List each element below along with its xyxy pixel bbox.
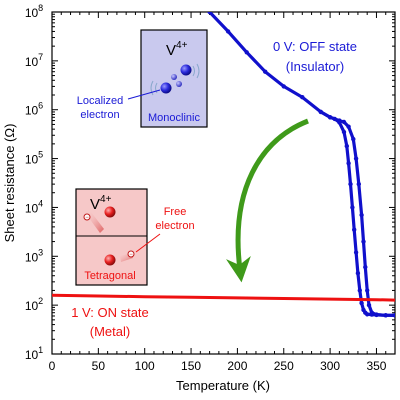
- electron-minus-glyph: −: [85, 215, 89, 221]
- y-tick-label: 107: [25, 52, 43, 69]
- series-on-state: [52, 293, 395, 302]
- x-tick-label: 0: [49, 359, 56, 373]
- data-point: [363, 264, 368, 270]
- localized-callout-label: Localized: [77, 95, 123, 107]
- data-point: [346, 124, 351, 129]
- data-point: [365, 288, 370, 293]
- plot-area: [51, 11, 396, 355]
- vibration-lines: [192, 63, 200, 79]
- free-electron-trail: [86, 212, 104, 233]
- off-state-label: 0 V: OFF state: [273, 39, 357, 54]
- tetragonal-ion-label: V4+: [90, 194, 112, 213]
- data-point: [359, 212, 364, 218]
- data-point: [263, 69, 268, 74]
- data-point: [346, 161, 351, 166]
- x-axis-title: Temperature (K): [176, 378, 270, 393]
- x-tick-label: 50: [92, 359, 106, 373]
- x-tick-label: 150: [181, 359, 201, 373]
- localized-callout-label-2: electron: [80, 109, 119, 121]
- x-tick-label: 200: [227, 359, 247, 373]
- monoclinic-ion-label: V4+: [166, 40, 188, 59]
- free-electron-icon: [127, 250, 135, 258]
- data-point: [359, 300, 364, 306]
- y-tick-label: 108: [25, 3, 43, 20]
- tetragonal-ion-ball: [104, 206, 116, 218]
- data-point: [356, 181, 361, 187]
- x-tick-label: 350: [366, 359, 386, 373]
- series-line: [52, 293, 395, 302]
- y-tick-label: 106: [25, 101, 43, 118]
- tetragonal-ion-ball: [104, 254, 116, 266]
- on-state-sublabel: (Metal): [90, 324, 130, 339]
- free-callout-label-2: electron: [155, 220, 194, 232]
- data-point: [300, 95, 305, 100]
- data-point: [365, 312, 370, 317]
- data-point: [351, 136, 356, 142]
- tetragonal-box: [75, 188, 148, 286]
- data-point: [355, 271, 361, 276]
- data-point: [341, 119, 347, 125]
- data-point: [374, 312, 379, 317]
- series-layer: [52, 12, 395, 318]
- data-point: [350, 205, 355, 210]
- x-tick-label: 300: [320, 359, 340, 373]
- y-tick-label: 102: [25, 296, 43, 313]
- data-point: [341, 129, 347, 135]
- data-point: [348, 181, 353, 187]
- data-point: [225, 29, 231, 34]
- axis-ticks: 0 50 100 150 200 250 300 350 101 102 103 104 105 106 1…: [25, 3, 395, 373]
- data-point: [369, 310, 374, 315]
- series-line: [208, 12, 395, 317]
- x-tick-label: 250: [274, 359, 294, 373]
- monoclinic-inset: V4+ Localized electron Monoclinic: [77, 29, 208, 128]
- series-off-state: [207, 12, 395, 318]
- data-point: [353, 156, 359, 161]
- electron-minus-glyph: −: [129, 252, 133, 258]
- free-callout-line: [135, 233, 161, 253]
- y-tick-label: 104: [25, 198, 43, 215]
- monoclinic-ion-ball: [160, 82, 172, 94]
- y-tick-label: 105: [25, 150, 43, 167]
- data-point: [392, 313, 395, 318]
- data-point: [383, 313, 388, 318]
- data-point: [327, 115, 333, 120]
- y-tick-label: 103: [25, 247, 43, 264]
- data-point: [352, 227, 357, 232]
- y-axis-title: Sheet resistance (Ω): [2, 124, 17, 243]
- tetragonal-phase-label: Tetragonal: [84, 270, 135, 282]
- data-point: [281, 84, 286, 89]
- localized-electron-icon: [171, 74, 177, 80]
- data-point: [337, 118, 342, 123]
- x-tick-label: 100: [135, 359, 155, 373]
- data-point: [244, 50, 249, 55]
- data-point: [361, 239, 366, 244]
- data-point: [357, 288, 362, 293]
- y-tick-label: 101: [25, 345, 43, 362]
- on-state-label: 1 V: ON state: [71, 305, 149, 320]
- data-point: [353, 250, 359, 255]
- monoclinic-ion-ball: [180, 64, 192, 76]
- data-point: [207, 12, 212, 15]
- localized-electron-icon: [176, 81, 182, 87]
- monoclinic-phase-label: Monoclinic: [148, 112, 200, 124]
- free-callout-label: Free: [164, 206, 187, 218]
- data-point: [318, 109, 323, 115]
- off-state-sublabel: (Insulator): [286, 59, 345, 74]
- transition-arrow: [226, 118, 309, 283]
- vibration-lines: [150, 80, 158, 96]
- tetragonal-inset: V4+ − − Free electron Tetragonal: [75, 188, 195, 286]
- free-electron-icon: [83, 213, 91, 221]
- localized-callout-line: [127, 89, 161, 100]
- data-point: [366, 302, 372, 308]
- data-point: [344, 143, 349, 149]
